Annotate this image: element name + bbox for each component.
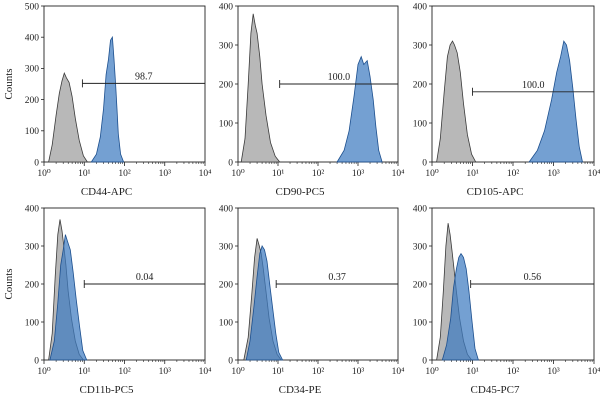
- x-tick-label: 10³: [159, 367, 172, 377]
- gate-percentage-label: 0.56: [524, 272, 542, 283]
- x-axis-title: CD90-PC5: [276, 186, 325, 198]
- stained-histogram: [49, 234, 88, 361]
- x-tick-label: 10⁴: [392, 367, 406, 377]
- y-tick-label: 200: [25, 280, 40, 290]
- x-tick-label: 10¹: [78, 169, 91, 179]
- x-tick-label: 10⁰: [231, 367, 245, 377]
- x-tick-label: 10²: [312, 367, 325, 377]
- histogram-panel-6: 0 100 200 300 400 10⁰ 10¹ 10² 10³ 10⁴ 0.56 CD45-PC7: [413, 204, 600, 396]
- x-tick-label: 10⁰: [37, 367, 51, 377]
- x-tick-label: 10¹: [272, 169, 285, 179]
- y-tick-label: 200: [219, 80, 234, 90]
- x-axis-title: CD45-PC7: [471, 384, 520, 396]
- y-tick-label: 300: [413, 242, 428, 252]
- gate-percentage-label: 0.04: [136, 272, 154, 283]
- x-tick-label: 10²: [507, 169, 520, 179]
- y-tick-label: 100: [25, 318, 40, 328]
- y-tick-label: 400: [413, 204, 428, 214]
- y-tick-label: 300: [413, 41, 428, 51]
- histogram-panel-3: 0 100 200 300 400 10⁰ 10¹ 10² 10³ 10⁴ 100.0 CD105-A…: [413, 2, 600, 198]
- y-tick-label: 100: [413, 119, 428, 129]
- y-tick-label: 400: [413, 2, 428, 12]
- stained-histogram: [245, 245, 284, 361]
- x-tick-label: 10³: [352, 169, 365, 179]
- control-histogram: [240, 13, 281, 163]
- y-tick-label: 500: [25, 2, 40, 12]
- y-tick-label: 200: [25, 96, 40, 106]
- y-tick-label: 200: [413, 280, 428, 290]
- y-tick-label: 0: [228, 356, 233, 366]
- y-tick-label: 400: [25, 34, 40, 44]
- y-tick-label: 100: [219, 318, 234, 328]
- y-tick-label: 0: [34, 356, 39, 366]
- x-tick-label: 10²: [507, 367, 520, 377]
- stained-histogram: [336, 55, 383, 163]
- x-tick-label: 10⁴: [199, 367, 213, 377]
- y-tick-label: 400: [219, 2, 234, 12]
- x-axis-title: CD105-APC: [467, 186, 524, 198]
- y-tick-label: 300: [25, 242, 40, 252]
- y-tick-label: 0: [228, 158, 233, 168]
- histogram-panel-2: 0 100 200 300 400 10⁰ 10¹ 10² 10³ 10⁴ 100.0 CD90-PC…: [219, 2, 405, 198]
- y-tick-label: 300: [25, 65, 40, 75]
- x-tick-label: 10⁰: [425, 169, 439, 179]
- y-tick-label: 100: [25, 127, 40, 137]
- histogram-panel-1: 0 100 200 300 400 500 10⁰ 10¹ 10² 10³ 10⁴ 98.7 CD44-…: [3, 2, 212, 198]
- x-tick-label: 10³: [547, 367, 560, 377]
- y-tick-label: 300: [219, 41, 234, 51]
- control-histogram: [436, 40, 477, 163]
- y-tick-label: 0: [422, 158, 427, 168]
- y-tick-label: 200: [219, 280, 234, 290]
- y-tick-label: 400: [219, 204, 234, 214]
- x-tick-label: 10⁰: [37, 169, 51, 179]
- stained-histogram: [441, 252, 479, 361]
- y-tick-label: 200: [413, 80, 428, 90]
- x-axis-title: CD34-PE: [279, 384, 322, 396]
- gate-percentage-label: 98.7: [135, 71, 153, 82]
- y-tick-label: 100: [219, 119, 234, 129]
- x-axis-title: CD11b-PC5: [80, 384, 134, 396]
- x-tick-label: 10⁴: [199, 169, 213, 179]
- y-axis-title: Counts: [3, 268, 15, 299]
- gate-percentage-label: 100.0: [328, 72, 351, 83]
- gate-percentage-label: 0.37: [328, 272, 346, 283]
- y-tick-label: 300: [219, 242, 234, 252]
- x-tick-label: 10²: [118, 169, 131, 179]
- x-tick-label: 10³: [352, 367, 365, 377]
- x-tick-label: 10²: [312, 169, 325, 179]
- x-tick-label: 10⁴: [588, 367, 600, 377]
- x-tick-label: 10³: [159, 169, 172, 179]
- y-axis-title: Counts: [3, 68, 15, 99]
- y-tick-label: 0: [34, 158, 39, 168]
- x-axis-title: CD44-APC: [81, 186, 132, 198]
- histogram-panel-5: 0 100 200 300 400 10⁰ 10¹ 10² 10³ 10⁴ 0.37 CD34-PE: [219, 204, 405, 396]
- y-tick-label: 400: [25, 204, 40, 214]
- control-histogram: [48, 71, 89, 163]
- gate-percentage-label: 100.0: [522, 80, 545, 91]
- x-tick-label: 10³: [547, 169, 560, 179]
- x-tick-label: 10¹: [78, 367, 91, 377]
- x-tick-label: 10²: [118, 367, 131, 377]
- histogram-panel-4: 0 100 200 300 400 10⁰ 10¹ 10² 10³ 10⁴ 0.04 CD11b-PC…: [3, 204, 212, 396]
- y-tick-label: 100: [413, 318, 428, 328]
- x-tick-label: 10¹: [466, 169, 479, 179]
- y-tick-label: 0: [422, 356, 427, 366]
- stained-histogram: [528, 40, 583, 163]
- stained-histogram: [90, 35, 125, 163]
- x-tick-label: 10⁴: [392, 169, 406, 179]
- x-tick-label: 10⁰: [231, 169, 245, 179]
- x-tick-label: 10¹: [466, 367, 479, 377]
- x-tick-label: 10¹: [272, 367, 285, 377]
- x-tick-label: 10⁴: [588, 169, 600, 179]
- x-tick-label: 10⁰: [425, 367, 439, 377]
